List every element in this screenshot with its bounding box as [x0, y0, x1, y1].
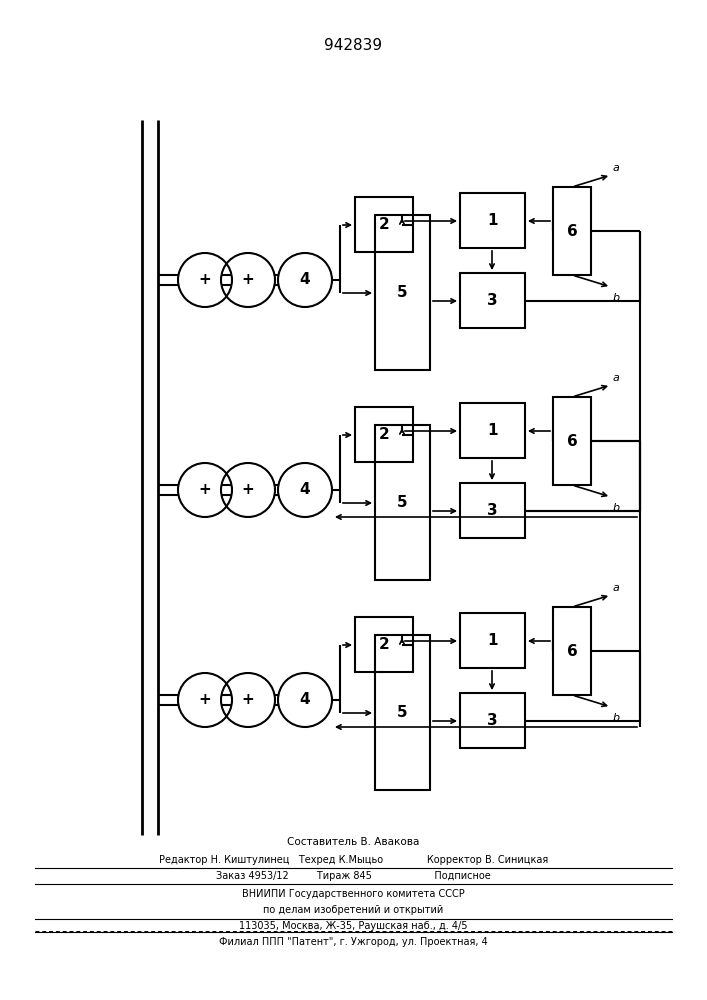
Text: a: a — [613, 583, 620, 593]
Text: 3: 3 — [487, 293, 498, 308]
Text: 6: 6 — [566, 434, 578, 448]
Bar — [375, 215, 430, 370]
Bar — [355, 197, 413, 252]
Text: 4: 4 — [300, 483, 310, 497]
Text: 2: 2 — [379, 637, 390, 652]
Text: ВНИИПИ Государственного комитета СССР: ВНИИПИ Государственного комитета СССР — [242, 889, 465, 899]
Text: Заказ 4953/12         Тираж 845                    Подписное: Заказ 4953/12 Тираж 845 Подписное — [216, 871, 491, 881]
Bar — [460, 483, 525, 538]
Text: 113035, Москва, Ж-35, Раушская наб., д. 4/5: 113035, Москва, Ж-35, Раушская наб., д. … — [239, 921, 468, 931]
Bar — [553, 187, 591, 275]
Text: 5: 5 — [397, 285, 408, 300]
Text: b: b — [613, 503, 620, 513]
Text: a: a — [613, 373, 620, 383]
Bar — [460, 273, 525, 328]
Bar — [460, 193, 525, 248]
Text: 6: 6 — [566, 644, 578, 658]
Text: 2: 2 — [379, 427, 390, 442]
Bar — [355, 407, 413, 462]
Text: 3: 3 — [487, 503, 498, 518]
Text: 1: 1 — [487, 633, 498, 648]
Bar — [553, 397, 591, 485]
Text: +: + — [199, 483, 211, 497]
Text: +: + — [199, 272, 211, 288]
Text: +: + — [242, 483, 255, 497]
Text: 5: 5 — [397, 705, 408, 720]
Bar — [375, 425, 430, 580]
Text: Составитель В. Авакова: Составитель В. Авакова — [287, 837, 420, 847]
Text: 2: 2 — [379, 217, 390, 232]
Text: 1: 1 — [487, 423, 498, 438]
Text: 942839: 942839 — [324, 37, 382, 52]
Text: 4: 4 — [300, 692, 310, 708]
Text: Филиал ППП "Патент", г. Ужгород, ул. Проектная, 4: Филиал ППП "Патент", г. Ужгород, ул. Про… — [219, 937, 488, 947]
Bar — [355, 617, 413, 672]
Text: +: + — [242, 272, 255, 288]
Bar — [460, 613, 525, 668]
Text: 1: 1 — [487, 213, 498, 228]
Text: a: a — [613, 163, 620, 173]
Text: 5: 5 — [397, 495, 408, 510]
Text: +: + — [242, 692, 255, 708]
Text: 3: 3 — [487, 713, 498, 728]
Text: +: + — [199, 692, 211, 708]
Text: b: b — [613, 293, 620, 303]
Bar — [553, 607, 591, 695]
Bar — [460, 403, 525, 458]
Bar — [375, 635, 430, 790]
Bar — [460, 693, 525, 748]
Text: 6: 6 — [566, 224, 578, 238]
Text: по делам изобретений и открытий: по делам изобретений и открытий — [264, 905, 443, 915]
Text: 4: 4 — [300, 272, 310, 288]
Text: Редактор Н. Киштулинец   Техред К.Мыцьо              Корректор В. Синицкая: Редактор Н. Киштулинец Техред К.Мыцьо Ко… — [159, 855, 548, 865]
Text: b: b — [613, 713, 620, 723]
